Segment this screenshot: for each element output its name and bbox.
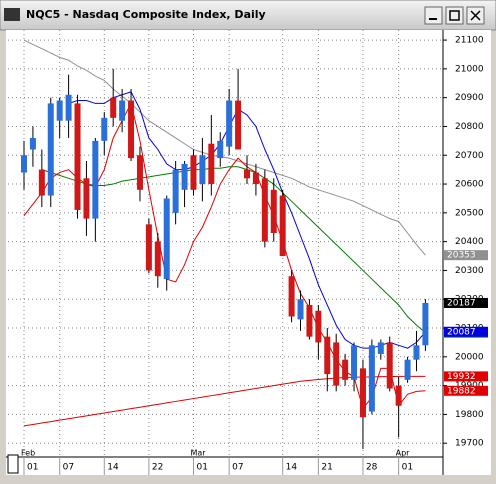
candle-body — [315, 310, 322, 343]
candle-body — [279, 195, 286, 257]
price-tag — [444, 297, 488, 308]
candle-body — [217, 140, 224, 159]
candle-body — [377, 342, 384, 354]
candle-body — [386, 342, 393, 389]
candle-body — [208, 143, 215, 185]
candle-body — [47, 103, 54, 196]
y-tick-label: 20800 — [455, 122, 484, 132]
candle-body — [244, 169, 250, 179]
candle-body — [92, 140, 99, 219]
y-tick-label: 20000 — [455, 352, 484, 362]
price-tag — [444, 250, 488, 261]
app-icon — [4, 8, 20, 21]
candle-body — [413, 345, 420, 360]
y-tick-label: 20700 — [455, 151, 484, 161]
candle-body — [65, 94, 72, 121]
x-tick-label: 28 — [366, 463, 378, 473]
price-tag-label: 19932 — [447, 372, 476, 382]
price-tag — [444, 371, 488, 382]
price-tag — [444, 326, 488, 337]
candle-body — [306, 304, 313, 337]
y-tick-label: 20600 — [455, 180, 484, 190]
price-tag-label: 19882 — [447, 386, 476, 396]
candle-body — [83, 178, 90, 219]
moving-average-line — [23, 101, 426, 410]
moving-average-line — [41, 166, 426, 334]
candle-body — [333, 342, 340, 386]
candle-body — [154, 241, 161, 277]
x-tick-label: 07 — [232, 463, 243, 473]
x-tick-label: 14 — [107, 463, 119, 473]
candle-body — [56, 100, 63, 121]
price-tag-label: 20353 — [447, 251, 476, 261]
close-glyph — [470, 10, 481, 21]
y-tick-label: 20900 — [455, 93, 484, 103]
candle-body — [21, 155, 27, 173]
price-tag-label: 20187 — [447, 298, 476, 308]
maximize-glyph — [449, 10, 460, 21]
x-tick-label: 14 — [286, 463, 298, 473]
y-tick-label: 19800 — [455, 410, 484, 420]
x-tick-label: 07 — [63, 463, 74, 473]
candle-body — [252, 172, 259, 185]
candle-body — [288, 276, 295, 317]
x-tick-label: 21 — [321, 463, 332, 473]
candle-body — [226, 100, 233, 147]
y-tick-label: 20400 — [455, 237, 484, 247]
candle-body — [270, 189, 277, 233]
candle-body — [235, 100, 242, 150]
candle-body — [181, 163, 188, 190]
candle-body — [261, 178, 268, 242]
y-tick-label: 19700 — [455, 439, 484, 449]
candle-body — [172, 169, 179, 213]
x-tick-label: 01 — [196, 463, 207, 473]
candle-body — [29, 137, 36, 150]
candle-body — [128, 100, 135, 159]
candle-body — [119, 100, 126, 121]
y-tick-label: 21000 — [455, 64, 484, 74]
candle-body — [324, 336, 331, 375]
candle-body — [342, 359, 349, 380]
candle-body — [38, 169, 45, 196]
candle-body — [359, 368, 366, 418]
candle-body — [136, 155, 143, 190]
x-tick-label: 01 — [27, 463, 38, 473]
candle-body — [404, 359, 411, 380]
candle-body — [74, 103, 81, 210]
y-tick-label: 20500 — [455, 208, 484, 218]
price-tag — [444, 385, 488, 396]
candle-body — [199, 155, 206, 185]
candle-body — [145, 224, 152, 271]
candle-body — [422, 302, 429, 346]
candle-body — [110, 97, 117, 118]
x-tick-label: 01 — [402, 463, 413, 473]
month-label: Feb — [21, 449, 35, 458]
candle-body — [351, 345, 358, 380]
price-tag-label: 20087 — [447, 327, 476, 337]
x-tick-label: 22 — [152, 463, 163, 473]
month-label: Apr — [396, 449, 411, 458]
maximize-button[interactable] — [445, 6, 464, 25]
y-tick-label: 21100 — [455, 36, 484, 46]
moving-average-line — [23, 39, 426, 256]
candle-body — [101, 117, 108, 141]
corner-box — [7, 454, 19, 474]
window-title: NQC5 - Nasdaq Composite Index, Daily — [26, 8, 266, 21]
moving-average-line — [23, 375, 426, 427]
candle-body — [395, 385, 402, 406]
moving-average-line — [68, 91, 426, 349]
candle-body — [297, 299, 304, 320]
candle-body — [163, 198, 170, 280]
minimize-button[interactable] — [424, 6, 443, 25]
candle-body — [368, 345, 375, 412]
candle-body — [190, 155, 197, 190]
y-tick-label: 20300 — [455, 266, 484, 276]
month-label: Mar — [190, 449, 206, 458]
